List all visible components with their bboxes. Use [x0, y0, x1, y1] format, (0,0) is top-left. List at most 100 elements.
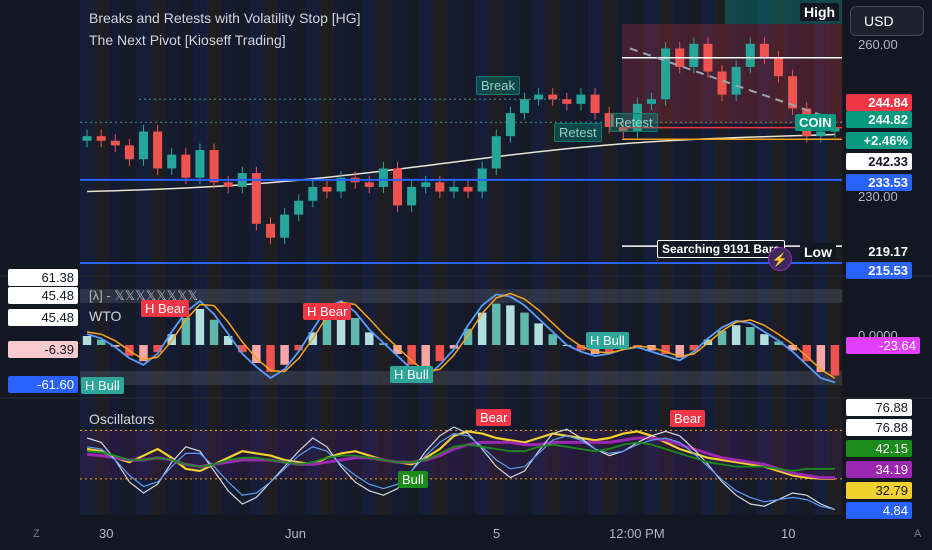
time-tick-30: 30: [99, 526, 114, 541]
lightning-icon[interactable]: ⚡: [768, 247, 792, 271]
wto-histogram-bar: [477, 312, 487, 345]
price-tick-1: 230.00: [858, 189, 898, 204]
background-band: [461, 0, 476, 515]
wto-histogram-bar: [350, 318, 360, 345]
overlay-lines: [0, 47, 932, 399]
oscillator-line-white: [86, 426, 836, 511]
candle-body: [265, 223, 276, 238]
high-label: High: [800, 3, 840, 21]
wto-left-label: -61.60: [8, 376, 78, 393]
wto-histogram-bar: [111, 345, 120, 347]
wto-histogram-bar: [449, 345, 459, 349]
wto-histogram-bar: [576, 345, 586, 351]
background-band: [249, 0, 264, 515]
time-tick-jun: Jun: [285, 526, 306, 541]
wto-histogram-bar: [266, 345, 275, 372]
background-band: [545, 0, 561, 515]
indicator-title-next-pivot[interactable]: The Next Pivot [Kioseff Trading]: [89, 32, 286, 48]
wto-line-fast: [86, 293, 836, 384]
candle-body: [562, 99, 572, 104]
candle-body: [96, 136, 106, 141]
wto-histogram-bar: [788, 345, 797, 351]
wto-histogram-bar: [675, 345, 684, 358]
candle-body: [435, 182, 445, 192]
a-button[interactable]: A: [914, 528, 922, 540]
background-band: [362, 0, 377, 515]
wto-pane: [80, 289, 842, 385]
wto-histogram-bar: [238, 345, 247, 353]
wto-left-label: 61.38: [8, 269, 78, 286]
time-tick-5: 5: [493, 526, 501, 541]
candle-body: [336, 177, 346, 192]
background-band: [644, 0, 660, 515]
background-band: [277, 0, 293, 515]
indicator-title-breaks-retests[interactable]: Breaks and Retests with Volatility Stop …: [89, 10, 361, 26]
h-bull-annotation-2: H Bull: [390, 366, 433, 383]
candle-body: [82, 136, 92, 141]
candle-body: [788, 76, 798, 109]
oscillator-axis-label: 42.15: [846, 440, 912, 457]
wto-histogram-bar: [280, 345, 289, 365]
background-band: [263, 0, 279, 515]
wto-histogram-bar: [223, 336, 233, 345]
background-band: [221, 0, 236, 515]
price-axis-label: 244.84: [846, 94, 912, 111]
candle-body: [548, 94, 558, 100]
wto-left-label: 45.48: [8, 309, 78, 326]
indicator-title-oscillators[interactable]: Oscillators: [89, 411, 155, 427]
wto-histogram-bar: [96, 339, 106, 345]
wto-histogram-bar: [492, 303, 501, 345]
background-band: [164, 0, 180, 515]
wto-right-value-label: -23.64: [846, 337, 920, 354]
pivot-projection-line: [629, 47, 843, 124]
wto-histogram-bar: [407, 345, 416, 365]
price-axis-label: +2.46%: [846, 132, 912, 149]
background-band: [418, 0, 434, 515]
indicator-title-lambda[interactable]: [λ] - 𝕏𝕏𝕏𝕏𝕏𝕏𝕏𝕏: [89, 288, 199, 303]
currency-button[interactable]: USD: [850, 6, 924, 36]
wto-histogram-bar: [548, 334, 557, 345]
oscillator-axis-label: 76.88: [846, 399, 912, 416]
wto-histogram-bar: [746, 327, 755, 345]
wto-histogram-bar: [379, 343, 388, 345]
background-band: [432, 0, 448, 515]
wto-histogram-bar: [816, 345, 826, 372]
wto-histogram-bar: [661, 345, 670, 354]
price-pane: [82, 37, 840, 245]
background-band: [122, 0, 137, 515]
candle-body: [181, 154, 191, 178]
wto-histogram-bar: [153, 345, 162, 353]
wto-histogram-bar: [590, 345, 600, 354]
price-axis-label: 244.82: [846, 111, 912, 128]
candle-body: [421, 182, 431, 187]
wto-histogram-bar: [534, 323, 543, 345]
wto-histogram-bar: [760, 334, 769, 345]
candle-body: [251, 173, 261, 224]
h-bull-annotation-3: H Bull: [586, 332, 629, 349]
wto-histogram-bar: [463, 328, 473, 345]
background-band: [602, 0, 617, 515]
candle-body: [534, 94, 544, 100]
indicator-title-wto[interactable]: WTO: [89, 308, 122, 324]
background-band: [559, 0, 575, 515]
background-band: [178, 0, 194, 515]
wto-upper-band: [80, 289, 842, 303]
h-bear-annotation-2: H Bear: [303, 303, 352, 320]
candle-body: [124, 145, 134, 160]
oscillator-axis-label: 4.84: [846, 502, 912, 519]
z-button[interactable]: Z: [33, 528, 40, 540]
background-band: [136, 0, 152, 515]
candle-body: [759, 43, 769, 58]
background-band: [319, 0, 335, 515]
candle-body: [308, 186, 318, 201]
candle-body: [816, 131, 826, 137]
h-bull-annotation-1: H Bull: [81, 377, 124, 394]
candle-body: [590, 94, 600, 114]
oscillators-pane: [80, 426, 842, 511]
background-band: [489, 0, 504, 515]
candle-body: [463, 186, 473, 192]
bull-annotation-1: Bull: [398, 471, 428, 488]
time-tick-10: 10: [781, 526, 796, 541]
